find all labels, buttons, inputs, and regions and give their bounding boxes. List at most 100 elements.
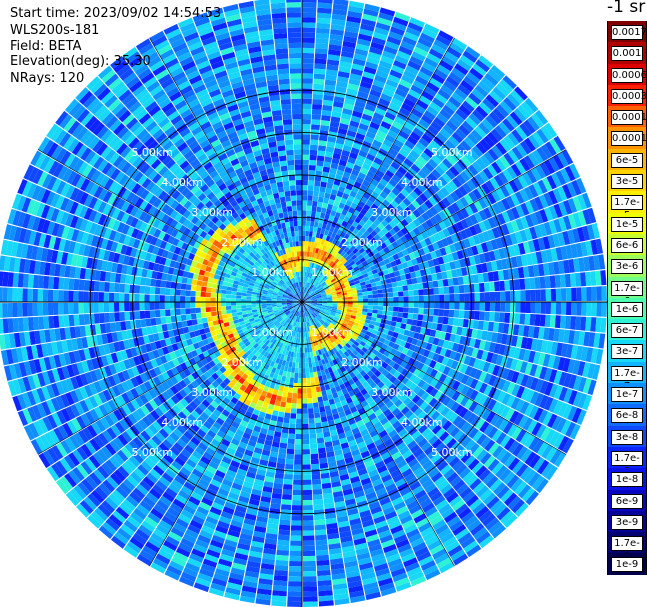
range-gate-cell xyxy=(342,227,349,234)
range-gate-cell xyxy=(433,232,442,242)
range-gate-cell xyxy=(393,139,404,149)
range-gate-cell xyxy=(298,368,302,374)
range-gate-cell xyxy=(507,132,520,146)
range-gate-cell xyxy=(361,311,368,316)
range-gate-cell xyxy=(320,125,330,132)
range-gate-cell xyxy=(357,275,364,280)
range-gate-cell xyxy=(277,539,290,546)
range-gate-cell xyxy=(446,270,453,279)
range-gate-cell xyxy=(591,302,597,317)
range-gate-cell xyxy=(337,295,343,299)
range-gate-cell xyxy=(432,337,440,346)
range-gate-cell xyxy=(303,601,318,607)
range-gate-cell xyxy=(506,208,516,222)
range-gate-cell xyxy=(339,272,345,277)
range-gate-cell xyxy=(535,339,543,352)
range-gate-cell xyxy=(398,291,404,297)
range-gate-cell xyxy=(330,210,337,217)
range-gate-cell xyxy=(318,254,323,261)
range-gate-cell xyxy=(303,276,305,282)
range-gate-cell xyxy=(518,324,525,337)
range-gate-cell xyxy=(287,591,302,597)
range-gate-cell xyxy=(409,190,419,200)
range-gate-cell xyxy=(460,79,474,93)
range-gate-cell xyxy=(352,296,358,300)
range-gate-cell xyxy=(302,428,309,435)
range-gate-cell xyxy=(456,210,465,221)
range-gate-cell xyxy=(285,402,292,409)
range-gate-cell xyxy=(332,244,338,251)
range-gate-cell xyxy=(524,278,531,290)
range-gate-cell xyxy=(282,391,288,398)
range-gate-cell xyxy=(367,51,382,60)
range-gate-cell xyxy=(496,104,510,118)
range-gate-cell xyxy=(391,281,398,288)
range-gate-cell xyxy=(350,147,360,155)
range-gate-cell xyxy=(320,281,326,286)
range-gate-cell xyxy=(335,137,345,145)
range-gate-cell xyxy=(522,266,530,278)
range-gate-cell xyxy=(479,311,485,321)
range-gate-cell xyxy=(319,457,328,464)
range-gate-cell xyxy=(496,200,506,213)
range-gate-cell xyxy=(373,157,383,166)
range-gate-cell xyxy=(557,232,566,247)
range-gate-cell xyxy=(367,126,378,135)
range-gate-cell xyxy=(337,305,343,309)
range-gate-cell xyxy=(404,184,414,194)
range-gate-cell xyxy=(554,274,561,288)
range-gate-cell xyxy=(283,484,293,490)
range-gate-cell xyxy=(380,55,395,65)
range-gate-cell xyxy=(415,196,425,206)
range-gate-cell xyxy=(495,237,504,249)
range-gate-cell xyxy=(370,282,377,287)
range-gate-cell xyxy=(321,274,326,280)
range-gate-cell xyxy=(357,254,364,260)
range-gate-cell xyxy=(377,230,385,238)
range-gate-cell xyxy=(373,218,381,227)
range-gate-cell xyxy=(304,271,307,277)
range-gate-cell xyxy=(467,133,479,145)
range-gate-cell xyxy=(549,315,556,328)
range-gate-cell xyxy=(483,341,491,352)
range-gate-cell xyxy=(302,220,306,226)
range-gate-cell xyxy=(454,293,460,302)
range-gate-cell xyxy=(540,340,549,353)
range-gate-cell xyxy=(278,447,287,454)
range-gate-cell xyxy=(352,302,358,305)
range-gate-cell xyxy=(469,225,478,236)
range-gate-cell xyxy=(510,256,518,268)
range-gate-cell xyxy=(329,126,339,133)
range-gate-cell xyxy=(369,215,377,223)
range-gate-cell xyxy=(388,178,398,188)
range-gate-cell xyxy=(527,116,540,131)
range-gate-cell xyxy=(368,195,377,204)
range-gate-cell xyxy=(304,241,309,247)
range-gate-cell xyxy=(406,194,415,203)
range-gate-cell xyxy=(302,347,305,353)
range-gate-cell xyxy=(319,279,324,284)
range-gate-cell xyxy=(310,134,319,141)
range-gate-cell xyxy=(478,282,485,293)
range-gate-cell xyxy=(392,311,399,317)
range-gate-cell xyxy=(405,93,419,104)
range-gate-cell xyxy=(407,181,417,191)
range-gate-cell xyxy=(352,293,358,297)
range-gate-cell xyxy=(296,347,300,353)
range-gate-cell xyxy=(405,324,412,331)
range-gate-cell xyxy=(498,248,506,259)
range-gate-cell xyxy=(427,259,435,268)
range-gate-cell xyxy=(460,140,472,152)
range-gate-cell xyxy=(463,167,475,179)
range-gate-cell xyxy=(424,86,437,97)
range-gate-cell xyxy=(307,185,314,191)
range-gate-cell xyxy=(288,387,293,393)
range-gate-cell xyxy=(450,191,460,202)
range-gate-cell xyxy=(418,95,432,106)
range-gate-cell xyxy=(416,233,425,242)
range-gate-cell xyxy=(514,313,521,325)
range-gate-cell xyxy=(313,509,325,516)
range-gate-cell xyxy=(563,329,570,344)
range-gate-cell xyxy=(544,122,558,138)
range-gate-cell xyxy=(552,188,563,203)
